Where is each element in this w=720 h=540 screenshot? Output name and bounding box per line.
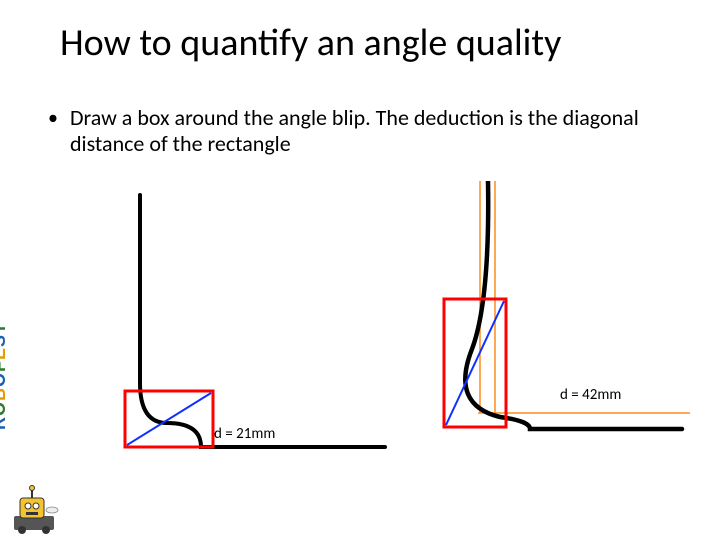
bullet-item: • Draw a box around the angle blip. The … [48,105,690,157]
brand-sidebar: ROBOFEST [4,300,30,500]
bullet-marker: • [48,105,58,131]
figure-area [0,175,720,515]
page-title: How to quantify an angle quality [60,20,700,66]
label-d-left: d = 21mm [214,425,275,443]
brand-text: ROBOFEST [0,322,10,430]
label-d-right: d = 42mm [560,386,621,404]
diagram-right [400,181,700,451]
diagram-left [55,185,395,455]
bullet-text: Draw a box around the angle blip. The de… [70,105,690,157]
robot-icon [6,480,60,534]
